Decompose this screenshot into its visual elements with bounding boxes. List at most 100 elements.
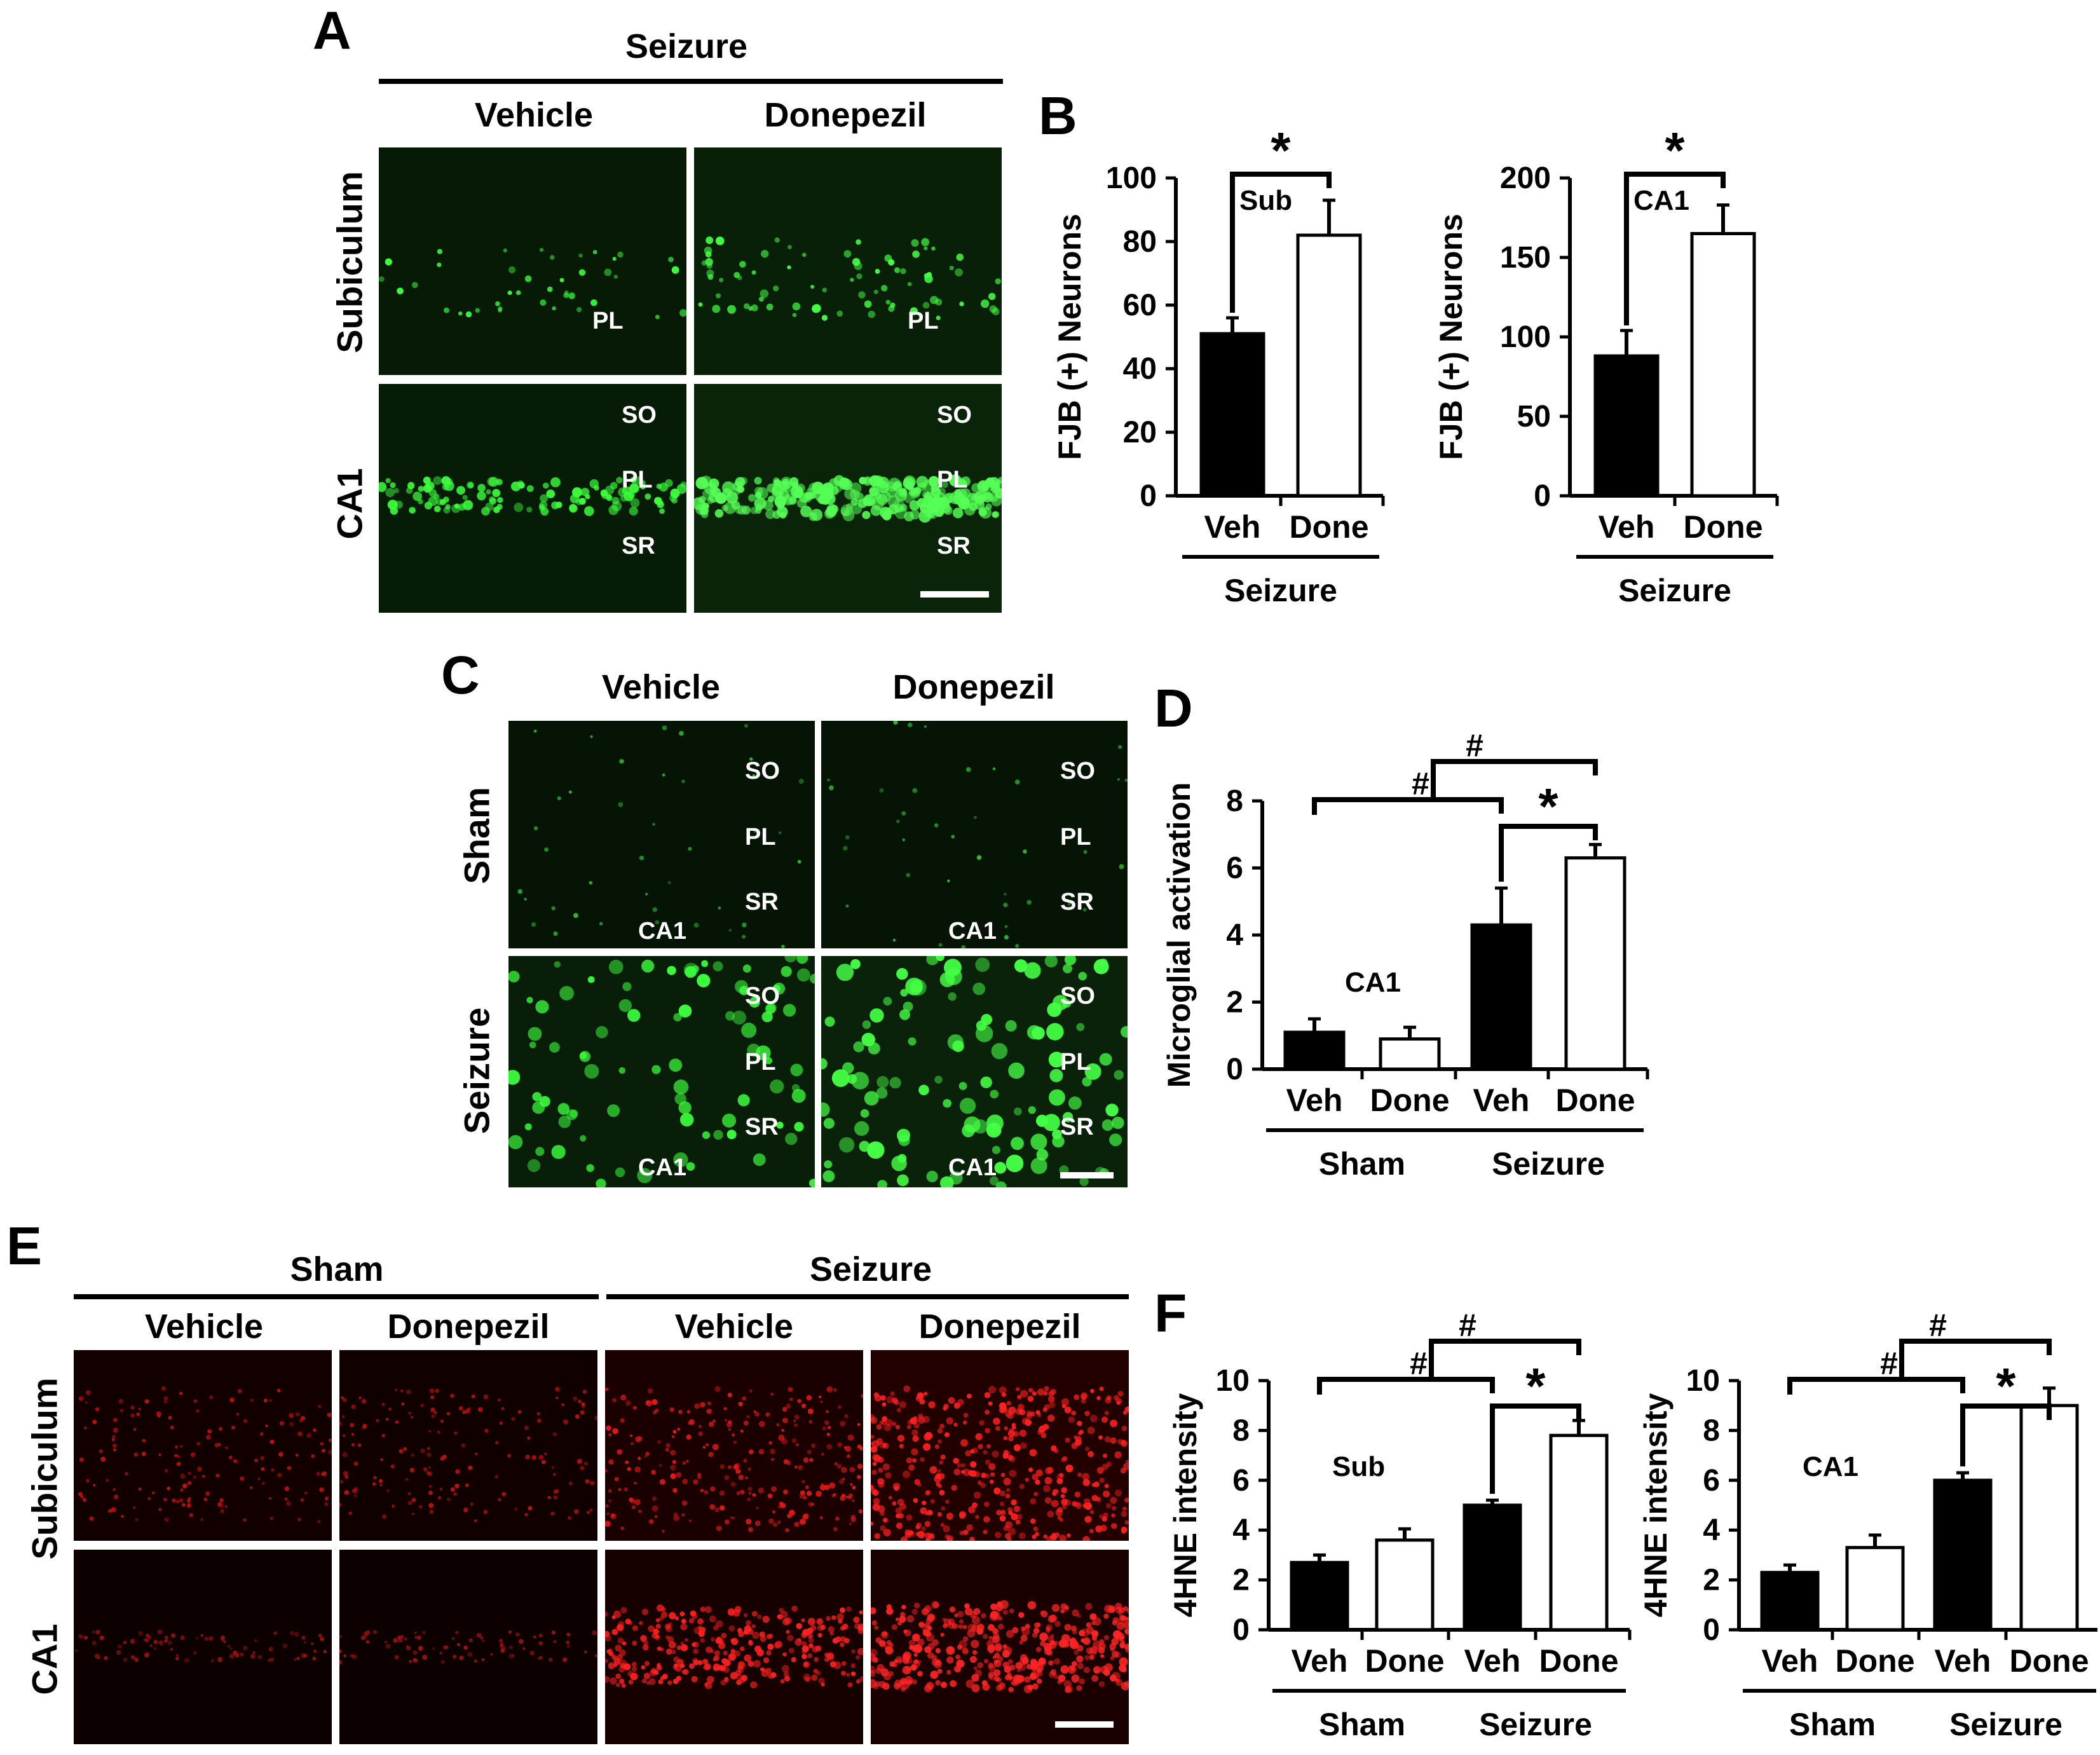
panel-e-row-subiculum: Subiculum [24,1377,65,1560]
panel-e-sham-line [74,1294,599,1299]
region-label-pl: PL [1060,1049,1091,1076]
region-label-sr: SR [937,533,971,559]
region-label-so: SO [745,983,780,1009]
panel-a-row-subiculum: Subiculum [329,171,370,353]
region-label-pl: PL [745,824,776,850]
x-category-label: Veh [1286,1082,1343,1118]
region-label-sr: SR [1060,889,1094,915]
chart-b-ca1: 0 50 100 150 200 FJB (+) Neurons Veh Done Seizur… [1433,127,1779,608]
region-label-ca1: CA1 [638,918,687,945]
region-label-sr: SR [745,889,779,915]
significance-bracket [1230,172,1332,313]
panel-a-group-header: Seizure [625,27,748,65]
micrograph-e-sham-sub-donepezil [339,1350,597,1541]
region-label-sr: SR [745,1114,779,1140]
x-category-label: Done [1556,1082,1635,1118]
bar [1296,233,1362,498]
y-tick-label: 4 [1232,1513,1250,1547]
y-tick-label: 2 [1232,1564,1250,1597]
bar [1375,1538,1435,1632]
panel-a-col-vehicle: Vehicle [474,96,594,134]
y-tick-label: 40 [1123,352,1157,386]
y-tick-label: 4 [1226,918,1243,952]
y-axis-label: FJB (+) Neurons [1433,214,1469,460]
x-category-label: Done [1539,1643,1619,1679]
significance-marker: * [1271,127,1291,179]
bar [1564,856,1626,1071]
significance-bracket [1431,759,1598,800]
y-tick-label: 10 [1686,1364,1720,1398]
region-label-pl: PL [908,308,939,334]
y-tick-label: 20 [1123,416,1157,449]
panel-c-col-vehicle: Vehicle [601,668,721,706]
group-label: Seizure [1949,1707,2062,1742]
region-label-pl: PL [592,308,624,334]
significance-marker: * [1665,127,1685,179]
bar [1760,1571,1820,1632]
micrograph-e-seizure-sub-vehicle [605,1350,863,1541]
y-axis-label: Microglial activation [1161,782,1197,1088]
x-category-label: Veh [1599,509,1655,545]
panel-c-col-donepezil: Donepezil [892,668,1055,706]
micrograph-e-seizure-ca1-vehicle [605,1550,863,1744]
significance-bracket [1899,1339,2052,1379]
panel-c-row-sham: Sham [456,787,497,884]
y-axis-label: FJB (+) Neurons [1052,214,1088,460]
significance-bracket [1317,1377,1495,1395]
bar [1462,1503,1522,1632]
panel-e-seizure-line [606,1294,1129,1299]
micrograph-a-sub-donepezil [694,147,1002,375]
panel-e-col-donepezil: Donepezil [918,1308,1081,1346]
y-tick-label: 2 [1226,986,1243,1020]
region-label-so: SO [1060,758,1095,784]
significance-marker: # [1459,1308,1476,1343]
significance-bracket [1624,172,1726,325]
panel-e-col-vehicle: Vehicle [144,1308,264,1346]
micrograph-a-sub-vehicle [379,147,686,375]
y-tick-label: 200 [1500,161,1551,195]
x-category-label: Done [1365,1643,1445,1679]
panel-letter-c: C [441,645,480,705]
panel-letter-f: F [1154,1283,1187,1343]
region-label-so: SO [937,402,972,428]
group-label: Seizure [1492,1146,1605,1182]
y-tick-label: 150 [1500,241,1551,275]
region-label-so: SO [622,402,657,428]
micrograph-c-seizure-donepezil [821,956,1128,1187]
chart-f-subiculum: 0 2 4 6 8 10 4HNE intensity Veh Done Veh Done Sham S… [1168,1308,1632,1742]
bar [1933,1478,1993,1632]
x-category-label: Veh [1473,1082,1530,1118]
y-tick-label: 0 [1534,479,1551,513]
bar [1549,1433,1609,1632]
chart-f-ca1: 0 2 4 6 8 10 4HNE intensity Veh Done Veh Done Sham S… [1638,1308,2097,1742]
y-tick-label: 0 [1703,1613,1720,1647]
x-category-label: Veh [1935,1643,1991,1679]
x-category-label: Veh [1762,1643,1818,1679]
panel-letter-e: E [6,1216,43,1276]
significance-marker: # [1880,1346,1898,1381]
chart-d-microglia: 0 2 4 6 8 Microglial activation Veh Done Veh Done… [1161,728,1649,1182]
y-tick-label: 60 [1123,289,1157,322]
group-label: Sham [1319,1146,1405,1182]
significance-bracket [1312,797,1504,815]
group-label: Sham [1319,1707,1405,1742]
panel-e-col-donepezil: Donepezil [387,1308,550,1346]
region-label-so: SO [745,758,780,784]
significance-marker: * [1525,1358,1546,1414]
y-tick-label: 50 [1517,400,1551,434]
x-category-label: Veh [1204,509,1261,545]
significance-bracket [1787,1377,1965,1395]
region-label-ca1: CA1 [638,1154,687,1181]
x-category-label: Done [1290,509,1369,545]
region-label-pl: PL [745,1049,776,1076]
panel-a-row-ca1: CA1 [329,468,370,540]
bar [1283,1030,1346,1071]
panel-letter-b: B [1039,86,1077,146]
panel-e-row-ca1: CA1 [24,1623,65,1695]
micrograph-e-seizure-ca1-donepezil [871,1550,1129,1744]
significance-bracket [1960,1403,2052,1467]
x-category-label: Done [1684,509,1763,545]
region-annotation: Sub [1332,1451,1385,1482]
bar [2019,1403,2079,1632]
bar [1845,1546,1905,1632]
